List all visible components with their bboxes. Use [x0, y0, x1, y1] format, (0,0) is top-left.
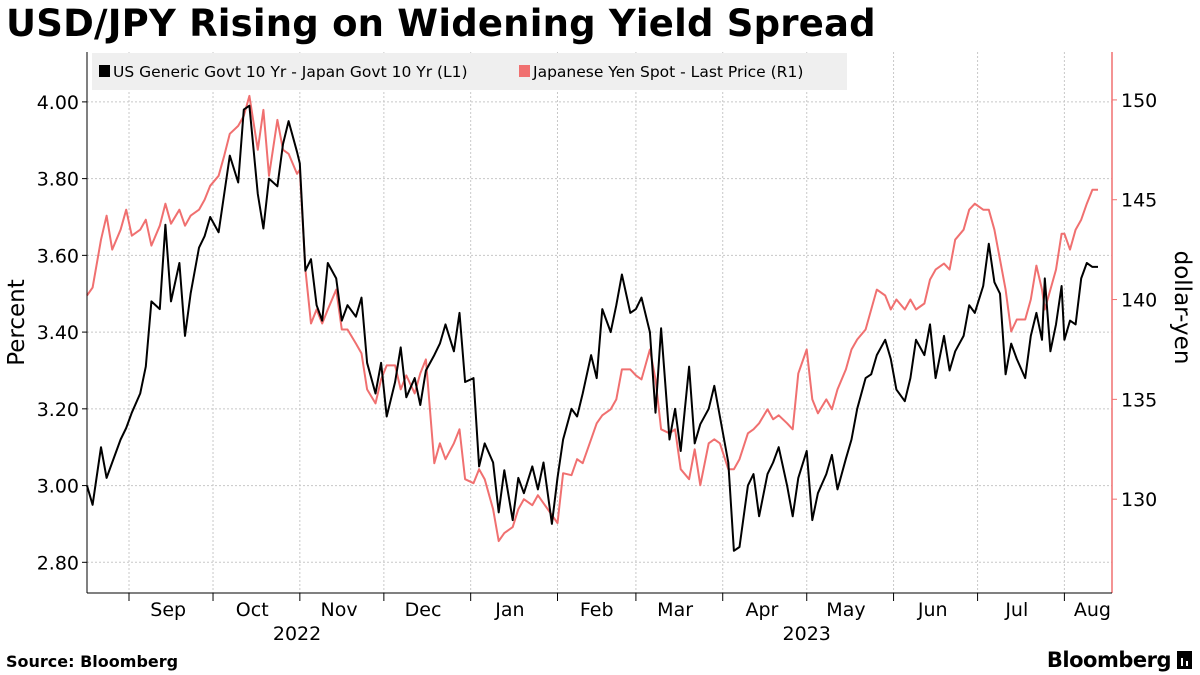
- right-tick-label: 150: [1121, 90, 1157, 112]
- left-tick-label: 4.00: [37, 92, 79, 114]
- right-tick-label: 130: [1121, 489, 1157, 511]
- left-tick-label: 2.80: [37, 552, 79, 574]
- year-label: 2022: [273, 623, 321, 645]
- month-label: Jun: [917, 599, 948, 621]
- axes: [82, 52, 1117, 601]
- left-tick-label: 3.20: [37, 399, 79, 421]
- brand-logo: Bloomberg: [1047, 648, 1192, 672]
- left-tick-label: 3.00: [37, 476, 79, 498]
- month-label: May: [826, 599, 865, 621]
- usdjpy-line: [86, 94, 1098, 543]
- month-label: Oct: [236, 599, 269, 621]
- legend-label-spread: US Generic Govt 10 Yr - Japan Govt 10 Yr…: [113, 63, 468, 81]
- left-tick-label: 3.40: [37, 322, 79, 344]
- year-label: 2023: [783, 623, 831, 645]
- month-label: Jul: [1004, 599, 1028, 621]
- chart-title: USD/JPY Rising on Widening Yield Spread: [6, 2, 876, 45]
- right-axis-title: dollar-yen: [1169, 251, 1195, 365]
- month-label: Sep: [150, 599, 186, 621]
- month-label: Nov: [321, 599, 358, 621]
- legend-swatch-yen: [519, 65, 530, 77]
- yield-spread-line: [86, 104, 1098, 552]
- month-label: Aug: [1074, 599, 1111, 621]
- month-label: Mar: [657, 599, 693, 621]
- series-group: [86, 94, 1098, 552]
- legend: US Generic Govt 10 Yr - Japan Govt 10 Yr…: [92, 53, 847, 90]
- month-label: Apr: [745, 599, 778, 621]
- legend-box: [92, 53, 847, 90]
- source-note: Source: Bloomberg: [6, 652, 179, 671]
- right-tick-label: 145: [1121, 190, 1157, 212]
- brand-wordmark: Bloomberg: [1046, 648, 1172, 672]
- month-label: Feb: [580, 599, 614, 621]
- month-label: Jan: [494, 599, 524, 621]
- month-label: Dec: [405, 599, 442, 621]
- axis-labels: 2.80 3.00 3.20 3.40 3.60 3.80 4.00 130 135 140 145…: [4, 90, 1195, 645]
- legend-label-yen: Japanese Yen Spot - Last Price (R1): [532, 63, 803, 81]
- left-tick-label: 3.80: [37, 169, 79, 191]
- right-tick-label: 135: [1121, 389, 1157, 411]
- legend-swatch-spread: [99, 65, 110, 77]
- month-separators: [128, 52, 1065, 593]
- left-tick-label: 3.60: [37, 245, 79, 267]
- right-tick-label: 140: [1121, 290, 1157, 312]
- left-axis-title: Percent: [4, 279, 30, 366]
- bloomberg-terminal-icon: [1177, 651, 1192, 669]
